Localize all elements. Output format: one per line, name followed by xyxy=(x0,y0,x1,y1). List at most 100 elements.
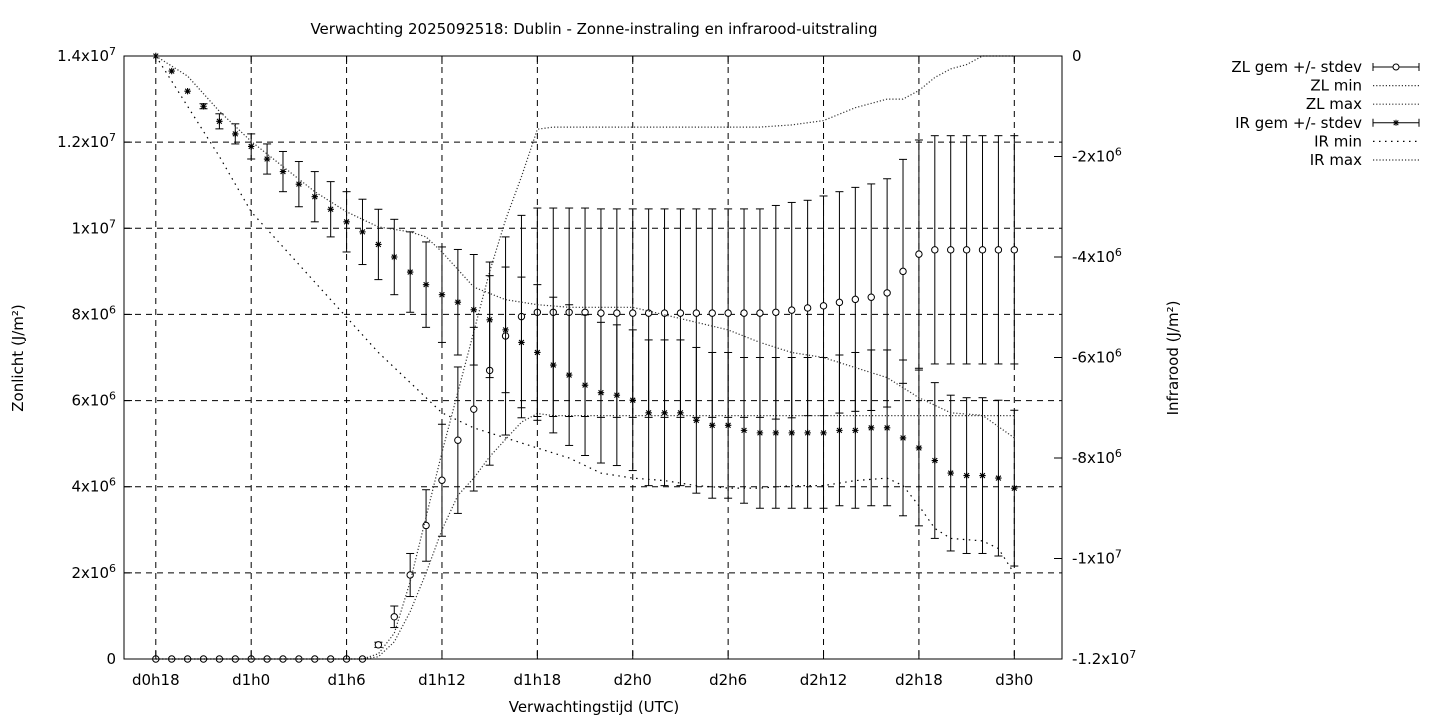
series-ir-min xyxy=(155,55,1015,574)
y-tick-label: 4x106 xyxy=(71,476,116,496)
data-point xyxy=(613,309,621,317)
grid-lines xyxy=(124,56,1062,659)
data-point xyxy=(962,246,971,254)
x-tick-label: d0h18 xyxy=(132,671,180,689)
data-point xyxy=(311,193,318,200)
data-point xyxy=(470,405,478,413)
data-point xyxy=(820,429,827,437)
data-point xyxy=(804,429,811,437)
data-point xyxy=(788,306,796,314)
data-point xyxy=(899,267,907,276)
data-point xyxy=(868,424,875,432)
y2-tick-label: 0 xyxy=(1072,47,1082,65)
data-point xyxy=(1010,246,1019,254)
data-point xyxy=(947,469,954,477)
legend-label: ZL max xyxy=(1306,95,1362,113)
chart-title: Verwachting 2025092518: Dublin - Zonne-i… xyxy=(310,20,877,38)
y-tick-label: 1x107 xyxy=(71,217,116,237)
data-point xyxy=(931,246,939,254)
series-line xyxy=(155,55,1015,574)
data-point xyxy=(756,429,764,437)
data-point xyxy=(915,444,923,452)
y-axis-label: Zonlicht (J/m²) xyxy=(9,304,27,412)
data-point xyxy=(883,289,891,297)
x-tick-label: d1h0 xyxy=(232,671,270,689)
legend-label: IR max xyxy=(1310,151,1362,169)
series-ir-max xyxy=(155,55,1015,439)
y-tick-label: 1.4x107 xyxy=(57,45,116,65)
data-point xyxy=(1011,484,1018,492)
data-point xyxy=(502,326,509,334)
y-tick-label: 2x106 xyxy=(71,562,116,582)
data-point xyxy=(645,409,652,416)
data-point xyxy=(660,309,669,317)
data-point xyxy=(644,309,653,317)
data-point xyxy=(788,429,795,437)
data-point xyxy=(486,316,493,324)
x-tick-label: d2h12 xyxy=(800,671,848,689)
y-tick-label: 8x106 xyxy=(71,303,116,323)
data-point xyxy=(835,298,844,307)
y-tick-label: 0 xyxy=(106,650,116,668)
legend-label: IR gem +/- stdev xyxy=(1235,114,1362,132)
data-point xyxy=(391,253,398,261)
data-point xyxy=(915,250,923,258)
data-point xyxy=(979,472,986,479)
data-point xyxy=(931,457,939,464)
data-point xyxy=(406,268,414,276)
data-point xyxy=(200,103,207,110)
data-point xyxy=(899,434,907,442)
data-point xyxy=(708,309,716,317)
data-point xyxy=(693,417,700,424)
data-point xyxy=(613,391,621,399)
data-point xyxy=(581,381,589,389)
series-line xyxy=(155,55,1015,439)
data-point xyxy=(343,218,350,226)
data-point xyxy=(803,304,812,312)
data-point xyxy=(692,309,701,317)
data-point xyxy=(422,521,430,530)
y2-tick-label: -4x106 xyxy=(1072,246,1122,266)
data-point xyxy=(995,474,1002,482)
y-axis-left: 0 2x106 4x106 6x106 8x106 1x107 1.2x107 1.4x107 xyxy=(57,45,132,668)
data-point xyxy=(756,309,764,317)
data-point xyxy=(994,246,1003,254)
data-point xyxy=(454,299,462,306)
data-point xyxy=(740,427,748,434)
data-point xyxy=(295,180,303,188)
legend-label: IR min xyxy=(1314,132,1362,150)
legend-label: ZL min xyxy=(1310,77,1362,95)
data-point xyxy=(279,168,287,175)
legend-label: ZL gem +/- stdev xyxy=(1231,58,1362,76)
data-point xyxy=(438,476,446,484)
x-tick-label: d1h6 xyxy=(328,671,366,689)
y2-tick-label: -1x107 xyxy=(1072,548,1122,568)
data-point xyxy=(232,130,239,138)
data-point xyxy=(263,155,271,163)
x-tick-label: d2h0 xyxy=(614,671,652,689)
plot-frame xyxy=(123,55,1063,660)
data-point xyxy=(184,87,191,95)
data-point xyxy=(947,246,955,254)
data-point xyxy=(327,206,334,213)
x-tick-label: d2h18 xyxy=(895,671,943,689)
data-point xyxy=(661,409,668,416)
x-axis: d0h18 d1h0 d1h6 d1h12 d1h18 d2h0 d2h6 d2h12 d2h1… xyxy=(132,56,1033,689)
data-point xyxy=(978,246,987,254)
y-axis-right: 0 -2x106 -4x106 -6x106 -8x106 -1x107 -1.2x107 xyxy=(1054,47,1136,668)
data-point xyxy=(740,309,748,317)
y2-axis-label: Infrarood (J/m²) xyxy=(1164,301,1182,416)
x-tick-label: d3h0 xyxy=(995,671,1033,689)
data-point xyxy=(836,427,843,434)
y2-tick-label: -2x106 xyxy=(1072,146,1122,166)
data-point xyxy=(852,427,859,434)
data-point xyxy=(963,472,970,479)
data-point xyxy=(629,309,637,317)
data-point xyxy=(470,306,477,313)
legend-marker xyxy=(1392,63,1400,71)
y2-tick-label: -6x106 xyxy=(1072,347,1122,367)
y2-tick-label: -1.2x107 xyxy=(1072,648,1136,668)
data-point xyxy=(724,309,732,317)
data-point xyxy=(422,281,430,288)
data-point xyxy=(518,339,525,346)
